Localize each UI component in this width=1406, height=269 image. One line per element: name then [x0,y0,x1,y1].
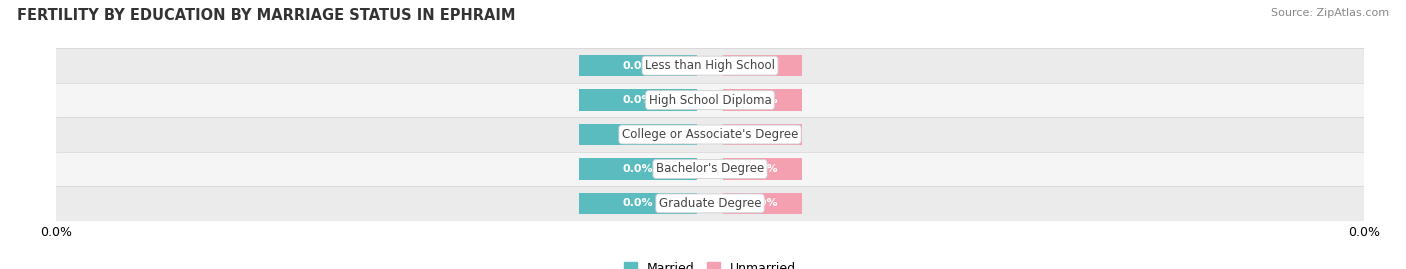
Text: 0.0%: 0.0% [747,61,778,71]
Legend: Married, Unmarried: Married, Unmarried [619,257,801,269]
Text: 0.0%: 0.0% [747,198,778,208]
Text: Graduate Degree: Graduate Degree [659,197,761,210]
Text: Bachelor's Degree: Bachelor's Degree [657,162,763,175]
Bar [56,152,1364,186]
Text: Less than High School: Less than High School [645,59,775,72]
Bar [579,158,697,180]
Text: 0.0%: 0.0% [623,61,654,71]
Text: 0.0%: 0.0% [747,95,778,105]
Bar [723,55,801,76]
Text: High School Diploma: High School Diploma [648,94,772,107]
Text: 0.0%: 0.0% [747,129,778,140]
Bar [56,186,1364,221]
Text: 0.0%: 0.0% [623,95,654,105]
Bar [723,158,801,180]
Text: 0.0%: 0.0% [747,164,778,174]
Bar [579,124,697,145]
Text: 0.0%: 0.0% [623,164,654,174]
Bar [56,117,1364,152]
Bar [56,83,1364,117]
Bar [579,89,697,111]
Text: Source: ZipAtlas.com: Source: ZipAtlas.com [1271,8,1389,18]
Bar [723,193,801,214]
Text: 0.0%: 0.0% [623,129,654,140]
Text: 0.0%: 0.0% [623,198,654,208]
Bar [723,124,801,145]
Bar [723,89,801,111]
Text: FERTILITY BY EDUCATION BY MARRIAGE STATUS IN EPHRAIM: FERTILITY BY EDUCATION BY MARRIAGE STATU… [17,8,516,23]
Text: College or Associate's Degree: College or Associate's Degree [621,128,799,141]
Bar [56,48,1364,83]
Bar [579,55,697,76]
Bar [579,193,697,214]
